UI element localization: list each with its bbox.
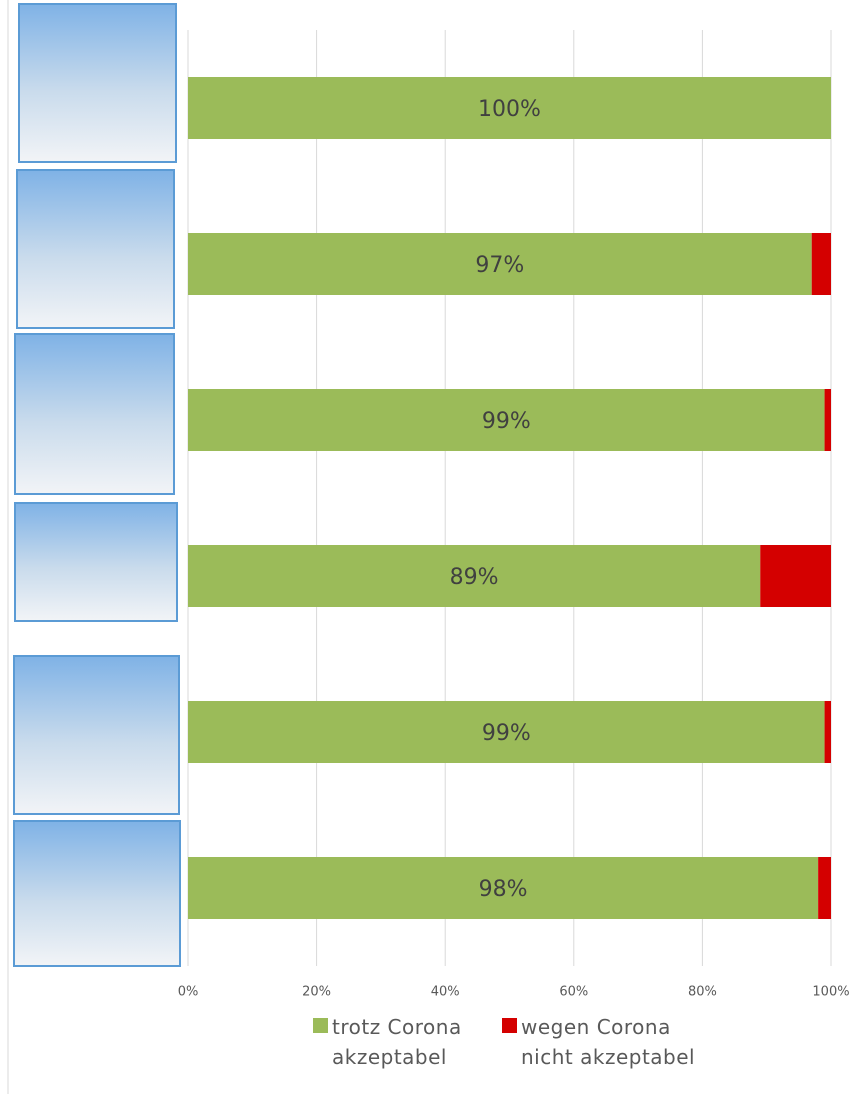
x-tick-label: 100% [812,985,849,1000]
legend-swatch [313,1018,328,1033]
value-label: 100% [478,97,541,122]
bar-segment [818,857,831,919]
bar-segment [825,389,831,451]
bar-segment [760,545,831,607]
legend-item: wegen Corona nicht akzeptabel [502,1012,711,1072]
x-tick-label: 80% [688,985,717,1000]
value-label: 99% [482,721,531,746]
x-tick-label: 0% [178,985,199,1000]
photo [17,170,174,328]
x-tick-label: 60% [559,985,588,1000]
value-label: 89% [450,565,499,590]
photo [15,503,177,621]
value-label: 97% [475,253,524,278]
photos [14,4,180,966]
bar-segment [812,233,831,295]
bar-segment [825,701,831,763]
value-label: 98% [479,877,528,902]
legend-swatch [502,1018,517,1033]
chart: 0% 20% 40% 60% 80% 100% 100% 97% 99% 89% 99% 98% [0,0,849,1094]
photo [14,656,179,814]
legend-item: trotz Corona akzeptabel [313,1012,492,1072]
x-tick-label: 20% [302,985,331,1000]
legend-label: trotz Corona akzeptabel [332,1012,492,1072]
page: 0% 20% 40% 60% 80% 100% 100% 97% 99% 89% 99% 98% tr… [0,0,849,1094]
photo [15,334,174,494]
photo [14,821,180,966]
value-label: 99% [482,409,531,434]
x-tick-label: 40% [431,985,460,1000]
legend-label: wegen Corona nicht akzeptabel [521,1012,711,1072]
photo [19,4,176,162]
